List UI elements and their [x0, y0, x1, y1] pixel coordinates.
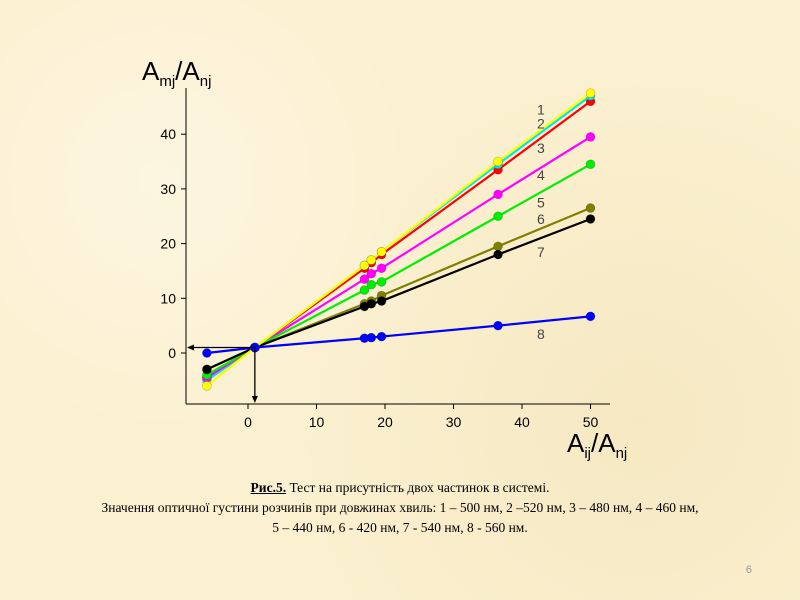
data-point [493, 156, 503, 167]
data-point [202, 364, 212, 375]
data-point [376, 277, 387, 287]
y-tick-label: 30 [160, 181, 176, 197]
series-line-8 [206, 315, 591, 355]
y-tick-label: 40 [160, 126, 176, 142]
data-point [493, 249, 503, 260]
curve-label-3: 3 [537, 140, 545, 156]
page-number: 6 [745, 564, 752, 576]
data-point [366, 279, 377, 290]
data-point [493, 189, 503, 200]
figure-caption: Рис.5. Тест на присутність двох частинок… [0, 478, 800, 538]
data-point [202, 348, 212, 358]
curve-label-5: 5 [537, 195, 545, 211]
curve-label-8: 8 [537, 326, 545, 342]
x-tick-label: 10 [309, 414, 325, 430]
data-point [366, 298, 377, 309]
x-tick-label: 20 [377, 414, 393, 430]
data-point [376, 263, 387, 274]
chart: 0 10 20 30 40 0 10 20 30 40 50 Amj/Anj Aij/Anj 12 3 4 5… [142, 56, 627, 462]
series-line-5 [206, 207, 591, 371]
curve-label-1: 1 [537, 102, 545, 118]
data-point [585, 159, 596, 170]
caption-line-3: 5 – 440 нм, 6 - 420 нм, 7 - 540 нм, 8 - … [272, 520, 528, 535]
x-tick-label: 40 [514, 414, 530, 430]
data-point [585, 88, 596, 98]
x-axis-title: Aij/Anj [567, 428, 627, 462]
data-point [359, 260, 370, 271]
chart-series-layer [202, 88, 596, 391]
y-tick-label: 0 [168, 345, 176, 361]
curve-label-7: 7 [537, 244, 545, 260]
data-point [376, 331, 387, 342]
data-point [202, 381, 212, 391]
data-point [493, 241, 503, 252]
data-point [493, 211, 503, 222]
caption-title: Тест на присутність двох частинок в сист… [286, 480, 550, 495]
data-point [366, 255, 377, 265]
curve-label-6: 6 [537, 211, 545, 227]
data-point [376, 247, 387, 257]
curve-label-2: 2 [537, 115, 545, 131]
chart-axes: 0 10 20 30 40 0 10 20 30 40 50 Amj/Anj Aij/Anj [142, 56, 627, 462]
caption-line-1: Рис.5. Тест на присутність двох частинок… [0, 478, 800, 498]
x-tick-label: 30 [446, 414, 462, 430]
data-point [376, 296, 387, 306]
data-point [366, 268, 377, 279]
arrow-head-left [187, 344, 194, 351]
y-tick-label: 10 [160, 290, 176, 306]
data-point [493, 320, 503, 331]
figure-number: Рис.5. [250, 480, 287, 495]
data-point [585, 214, 596, 224]
caption-line-2: Значення оптичної густини розчинів при д… [101, 500, 699, 515]
y-axis-title: Amj/Anj [142, 56, 211, 90]
series-5 [202, 203, 596, 375]
x-tick-label: 50 [583, 414, 599, 430]
data-point [366, 332, 377, 343]
y-tick-label: 20 [160, 236, 176, 252]
data-point [585, 311, 596, 322]
data-point [585, 132, 596, 142]
data-point [359, 285, 370, 295]
data-point [585, 203, 596, 213]
data-point [359, 274, 370, 284]
x-tick-label: 0 [244, 414, 252, 430]
curve-label-4: 4 [537, 167, 545, 183]
arrow-head-down [251, 396, 258, 403]
